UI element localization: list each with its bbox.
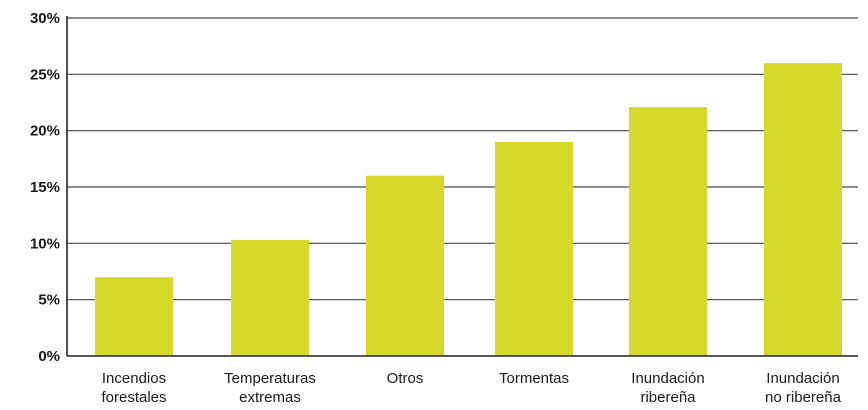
- gridlines: [67, 17, 858, 301]
- y-tick-label: 15%: [30, 179, 60, 196]
- y-tick-label: 5%: [38, 292, 60, 309]
- y-tick-label: 25%: [30, 66, 60, 83]
- axes: [66, 16, 858, 357]
- bar: [95, 277, 173, 356]
- bar: [495, 141, 573, 356]
- bar: [764, 63, 842, 357]
- x-tick-label: Inundación ribereña: [631, 370, 704, 406]
- bar: [231, 239, 309, 356]
- y-tick-label: 20%: [30, 123, 60, 140]
- y-tick-label: 30%: [30, 10, 60, 27]
- bar: [629, 107, 707, 356]
- bar: [366, 175, 444, 356]
- y-tick-label: 10%: [30, 235, 60, 252]
- x-tick-label: Inundación no ribereña: [765, 370, 842, 406]
- y-tick-label: 0%: [38, 348, 60, 365]
- x-tick-label: Otros: [387, 370, 424, 387]
- x-tick-label: Incendios forestales: [101, 370, 166, 406]
- y-tick-labels: 0% 5% 10% 15% 20% 25% 30%: [30, 10, 60, 365]
- bars: [95, 63, 842, 357]
- x-tick-label: Tormentas: [499, 370, 569, 387]
- x-tick-label: Temperaturas extremas: [224, 370, 316, 406]
- x-tick-labels: Incendios forestales Temperaturas extremas O…: [101, 370, 841, 406]
